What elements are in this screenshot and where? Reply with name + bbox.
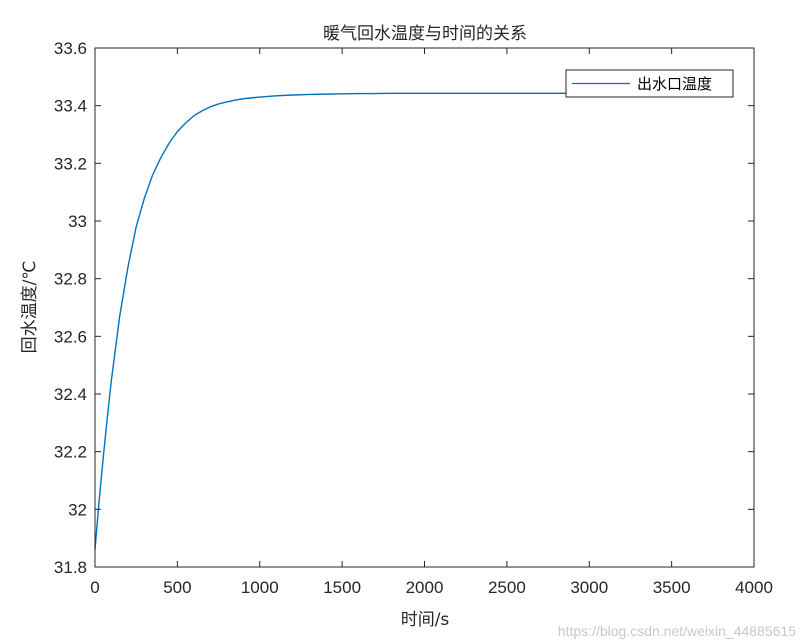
- x-tick-label: 3000: [570, 578, 608, 597]
- legend-label: 出水口温度: [637, 75, 712, 93]
- legend: 出水口温度: [565, 69, 734, 98]
- x-axis: 0 500 1000 1500 2000 2500 3000 3500 4000: [90, 48, 773, 597]
- y-tick-label: 32.2: [54, 443, 87, 462]
- y-tick-label: 32.6: [54, 327, 87, 346]
- x-tick-label: 0: [90, 578, 99, 597]
- x-tick-label: 2000: [406, 578, 444, 597]
- series-line: [94, 92, 573, 550]
- watermark: https://blog.csdn.net/weixin_44885615: [557, 623, 796, 639]
- x-tick-label: 2500: [488, 578, 526, 597]
- chart-title: 暖气回水温度与时间的关系: [323, 24, 527, 44]
- x-axis-label: 时间/s: [401, 610, 450, 630]
- y-tick-label: 32: [68, 500, 87, 519]
- y-tick-label: 33.4: [54, 97, 87, 116]
- y-tick-label: 32.8: [54, 270, 87, 289]
- y-tick-label: 33: [68, 212, 87, 231]
- y-axis-label: 回水温度/℃: [20, 261, 40, 354]
- y-tick-label: 31.8: [54, 558, 87, 577]
- x-tick-label: 500: [163, 578, 191, 597]
- x-tick-label: 1000: [241, 578, 279, 597]
- x-tick-label: 3500: [653, 578, 691, 597]
- plot-area: [94, 92, 573, 550]
- y-tick-label: 32.4: [54, 385, 87, 404]
- y-tick-label: 33.2: [54, 154, 87, 173]
- x-tick-label: 1500: [323, 578, 361, 597]
- y-tick-label: 33.6: [54, 39, 87, 58]
- x-tick-label: 4000: [735, 578, 773, 597]
- y-axis: 31.8 32 32.2 32.4 32.6 32.8 33 33.2 33.4 33.6: [54, 39, 754, 577]
